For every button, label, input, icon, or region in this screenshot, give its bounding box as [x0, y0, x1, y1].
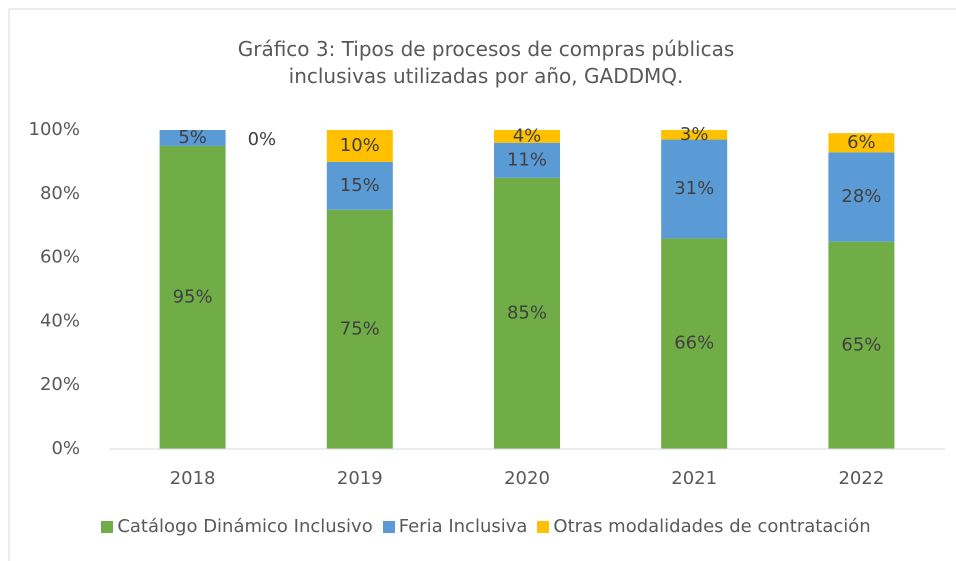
x-tick-label: 2021 — [671, 468, 717, 489]
bar-segment — [159, 130, 226, 146]
bar-segment — [326, 209, 393, 449]
legend-swatch — [382, 520, 395, 533]
data-label: 66% — [674, 333, 714, 354]
x-tick-label: 2020 — [504, 468, 550, 489]
data-label: 85% — [507, 302, 547, 323]
y-tick-label: 100% — [29, 119, 80, 140]
chart-title: Gráfico 3: Tipos de procesos de compras … — [237, 37, 735, 88]
data-label: 15% — [340, 175, 380, 196]
legend-item: Catálogo Dinámico Inclusivo — [101, 516, 373, 537]
legend-swatch — [537, 520, 550, 533]
data-label: 10% — [340, 135, 380, 156]
legend-label: Feria Inclusiva — [398, 516, 528, 537]
y-tick-label: 40% — [40, 310, 80, 331]
bar-segment — [159, 145, 226, 449]
y-tick-label: 20% — [40, 374, 80, 395]
bar-segment — [661, 139, 728, 239]
chart-border — [8, 8, 956, 561]
data-label: 0% — [248, 129, 277, 150]
bar-segment — [828, 152, 895, 242]
legend-label: Otras modalidades de contratación — [553, 516, 871, 537]
y-tick-label: 60% — [40, 247, 80, 268]
bar-segment — [661, 130, 728, 140]
data-label: 95% — [173, 286, 213, 307]
bar-segment — [828, 133, 895, 153]
x-tick-label: 2022 — [838, 468, 884, 489]
data-label: 31% — [674, 178, 714, 199]
data-label: 6% — [847, 132, 876, 153]
data-label: 5% — [178, 127, 207, 148]
data-label: 4% — [513, 125, 542, 146]
legend-label: Catálogo Dinámico Inclusivo — [117, 516, 373, 537]
y-tick-label: 0% — [51, 438, 80, 459]
bar-segment — [494, 130, 560, 143]
bar-segment — [326, 161, 393, 210]
bar-segment — [326, 130, 393, 162]
data-label: 3% — [680, 124, 709, 145]
x-tick-label: 2019 — [337, 468, 383, 489]
data-label: 65% — [841, 334, 881, 355]
y-tick-label: 80% — [40, 183, 80, 204]
data-label: 11% — [507, 149, 547, 170]
bar-segment — [494, 142, 560, 178]
data-label: 75% — [340, 318, 380, 339]
legend: Catálogo Dinámico Inclusivo Feria Inclusi… — [0, 516, 956, 537]
bar-segment — [494, 177, 560, 449]
legend-swatch — [101, 520, 114, 533]
bar-segment — [661, 238, 728, 449]
data-label: 28% — [841, 186, 881, 207]
legend-item: Otras modalidades de contratación — [537, 516, 871, 537]
x-tick-label: 2018 — [170, 468, 216, 489]
bar-segment — [828, 241, 895, 449]
legend-item: Feria Inclusiva — [382, 516, 528, 537]
